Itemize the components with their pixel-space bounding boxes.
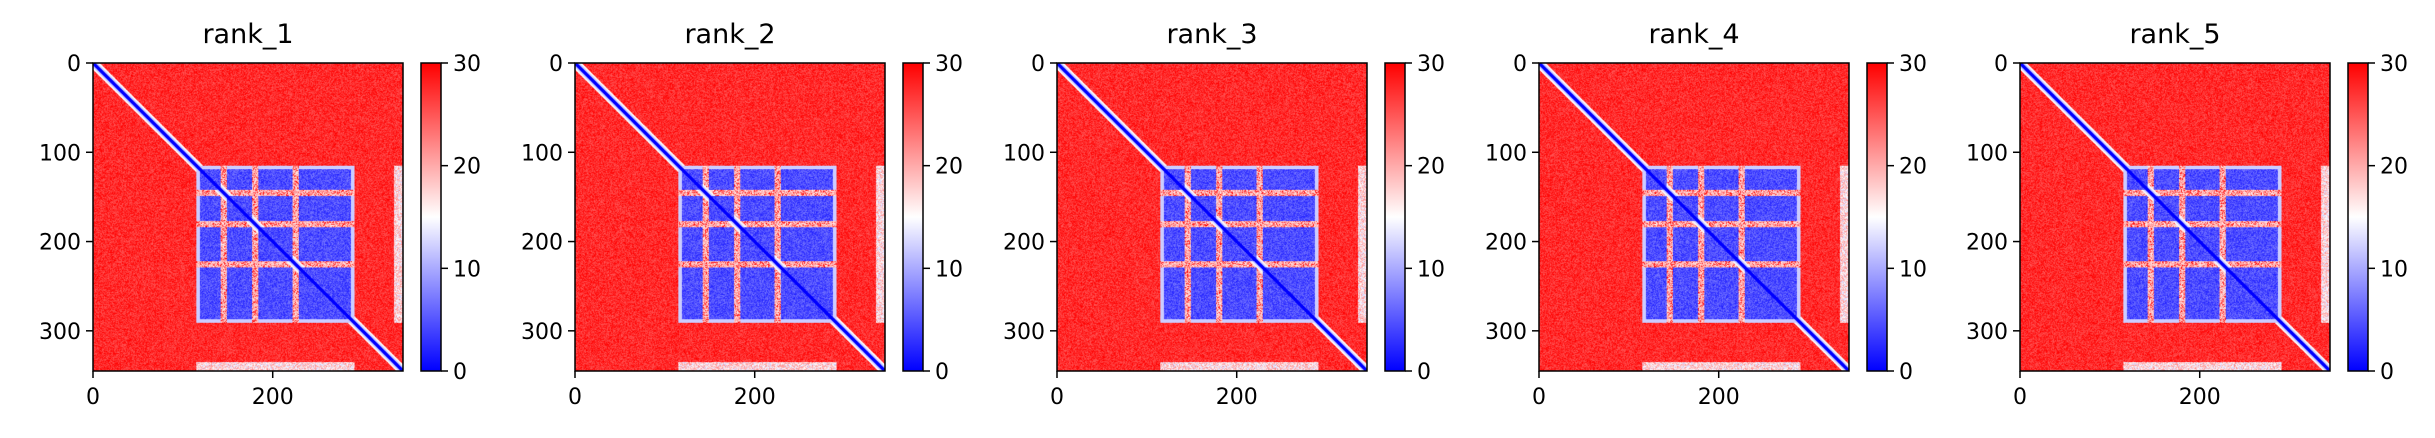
- colorbar-tick-label: 20: [1417, 155, 1445, 180]
- colorbar-tick-label: 0: [1899, 360, 1913, 385]
- panel-title: rank_2: [684, 19, 775, 50]
- y-tick-label: 0: [549, 52, 563, 77]
- y-tick-label: 300: [39, 320, 81, 345]
- y-tick-label: 300: [1003, 320, 1045, 345]
- colorbar-frame: [1384, 62, 1406, 372]
- plot-frame: [92, 62, 404, 372]
- panel-title: rank_4: [1648, 19, 1739, 50]
- colorbar-tick-label: 30: [1417, 52, 1445, 77]
- colorbar-tick-label: 0: [453, 360, 467, 385]
- colorbar-tick-label: 0: [2380, 360, 2394, 385]
- x-tick-label: 200: [252, 385, 294, 410]
- y-tick-label: 300: [1966, 320, 2008, 345]
- colorbar-tick-label: 10: [2380, 257, 2408, 282]
- heatmap-panel-5: rank_5 0 100 200 300 0 200 0 10 20 30: [1966, 19, 2408, 410]
- colorbar-gradient: [903, 63, 923, 371]
- colorbar-gradient: [1867, 63, 1887, 371]
- panel-title: rank_3: [1166, 19, 1257, 50]
- y-tick-label: 0: [67, 52, 81, 77]
- colorbar-tick-label: 20: [935, 155, 963, 180]
- x-tick-label: 0: [1050, 385, 1064, 410]
- colorbar-frame: [902, 62, 924, 372]
- heatmap-panel-4: rank_4 0 100 200 300 0 200 0 10 20 30: [1485, 19, 1927, 410]
- colorbar-tick-label: 20: [1899, 155, 1927, 180]
- heatmap-panel-3: rank_3 0 100 200 300 0 200 0 10 20 30: [1003, 19, 1445, 410]
- heatmap-image: [93, 63, 403, 371]
- colorbar-frame: [2347, 62, 2369, 372]
- x-tick-label: 0: [86, 385, 100, 410]
- colorbar-gradient: [2348, 63, 2368, 371]
- heatmap-panel-2: rank_2 0 100 200 300 0 200 0 10 20 30: [521, 19, 963, 410]
- colorbar-tick-label: 10: [453, 257, 481, 282]
- y-tick-label: 100: [1003, 141, 1045, 166]
- plot-frame: [1056, 62, 1368, 372]
- colorbar-tick-label: 30: [1899, 52, 1927, 77]
- colorbar-tick-label: 0: [1417, 360, 1431, 385]
- plot-frame: [2019, 62, 2331, 372]
- colorbar-tick-label: 30: [935, 52, 963, 77]
- x-tick-label: 0: [2013, 385, 2027, 410]
- colorbar-tick-label: 10: [1899, 257, 1927, 282]
- x-tick-label: 200: [1216, 385, 1258, 410]
- y-tick-label: 100: [521, 141, 563, 166]
- colorbar-tick-label: 10: [1417, 257, 1445, 282]
- y-tick-label: 300: [1485, 320, 1527, 345]
- y-tick-label: 100: [1485, 141, 1527, 166]
- colorbar-tick-label: 0: [935, 360, 949, 385]
- colorbar-tick-label: 10: [935, 257, 963, 282]
- heatmap-image: [1539, 63, 1849, 371]
- colorbar-tick-label: 20: [453, 155, 481, 180]
- x-tick-label: 0: [568, 385, 582, 410]
- colorbar-tick-label: 20: [2380, 155, 2408, 180]
- panel-title: rank_5: [2129, 19, 2220, 50]
- colorbar-tick-label: 30: [453, 52, 481, 77]
- y-tick-label: 0: [1994, 52, 2008, 77]
- y-tick-label: 0: [1031, 52, 1045, 77]
- colorbar-frame: [420, 62, 442, 372]
- heatmap-image: [1057, 63, 1367, 371]
- heatmap-image: [2020, 63, 2330, 371]
- y-tick-label: 300: [521, 320, 563, 345]
- x-tick-label: 0: [1532, 385, 1546, 410]
- colorbar-gradient: [421, 63, 441, 371]
- plot-frame: [574, 62, 886, 372]
- colorbar-frame: [1866, 62, 1888, 372]
- y-tick-label: 200: [1003, 231, 1045, 256]
- colorbar-gradient: [1385, 63, 1405, 371]
- panel-title: rank_1: [202, 19, 293, 50]
- y-tick-label: 200: [521, 231, 563, 256]
- x-tick-label: 200: [1698, 385, 1740, 410]
- heatmap-image: [575, 63, 885, 371]
- y-tick-label: 100: [1966, 141, 2008, 166]
- heatmap-panel-1: rank_1 0 100 200 300 0 200 0 10 20 30: [39, 19, 481, 410]
- y-tick-label: 200: [1485, 231, 1527, 256]
- y-tick-label: 200: [39, 231, 81, 256]
- plot-frame: [1538, 62, 1850, 372]
- colorbar-tick-label: 30: [2380, 52, 2408, 77]
- y-tick-label: 100: [39, 141, 81, 166]
- x-tick-label: 200: [734, 385, 776, 410]
- x-tick-label: 200: [2179, 385, 2221, 410]
- y-tick-label: 0: [1513, 52, 1527, 77]
- y-tick-label: 200: [1966, 231, 2008, 256]
